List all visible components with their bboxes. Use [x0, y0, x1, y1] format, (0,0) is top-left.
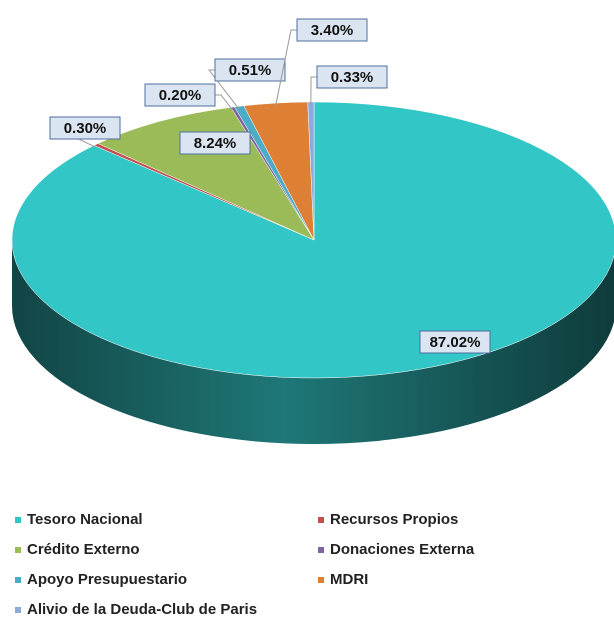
data-label-box: [214, 58, 286, 82]
data-label-box: [419, 330, 491, 354]
legend-label: Tesoro Nacional: [27, 511, 143, 528]
legend-label: Alivio de la Deuda-Club de Paris: [27, 601, 257, 618]
data-label-box: [144, 83, 216, 107]
data-label: 87.02%: [430, 334, 481, 351]
leader-line: [310, 76, 317, 106]
legend-label: Recursos Propios: [330, 511, 458, 528]
legend-label: MDRI: [330, 571, 368, 588]
data-label-box: [179, 131, 251, 155]
leader-line: [207, 69, 240, 110]
data-label-box: [49, 116, 121, 140]
legend-label: Crédito Externo: [27, 541, 140, 558]
legend-swatch: [15, 577, 21, 583]
legend-swatch: [318, 577, 324, 583]
pie-slice: [97, 107, 315, 241]
pie-side: [12, 240, 614, 444]
legend-label: Donaciones Externa: [330, 541, 475, 558]
data-label: 0.33%: [331, 69, 374, 86]
legend-swatch: [318, 517, 324, 523]
data-label: 8.24%: [194, 135, 237, 152]
leader-line: [215, 94, 234, 111]
legend-swatch: [15, 607, 21, 613]
data-label: 0.30%: [64, 120, 107, 137]
data-label: 3.40%: [311, 22, 354, 39]
legend-label: Apoyo Presupuestario: [27, 571, 187, 588]
legend-swatch: [318, 547, 324, 553]
data-label-box: [316, 65, 388, 89]
legend-swatch: [15, 547, 21, 553]
data-label: 0.20%: [159, 87, 202, 104]
pie-slice: [11, 101, 614, 379]
data-label-box: [296, 18, 368, 42]
data-label: 0.51%: [229, 62, 272, 79]
legend-swatch: [15, 517, 21, 523]
leader-line: [275, 29, 297, 107]
